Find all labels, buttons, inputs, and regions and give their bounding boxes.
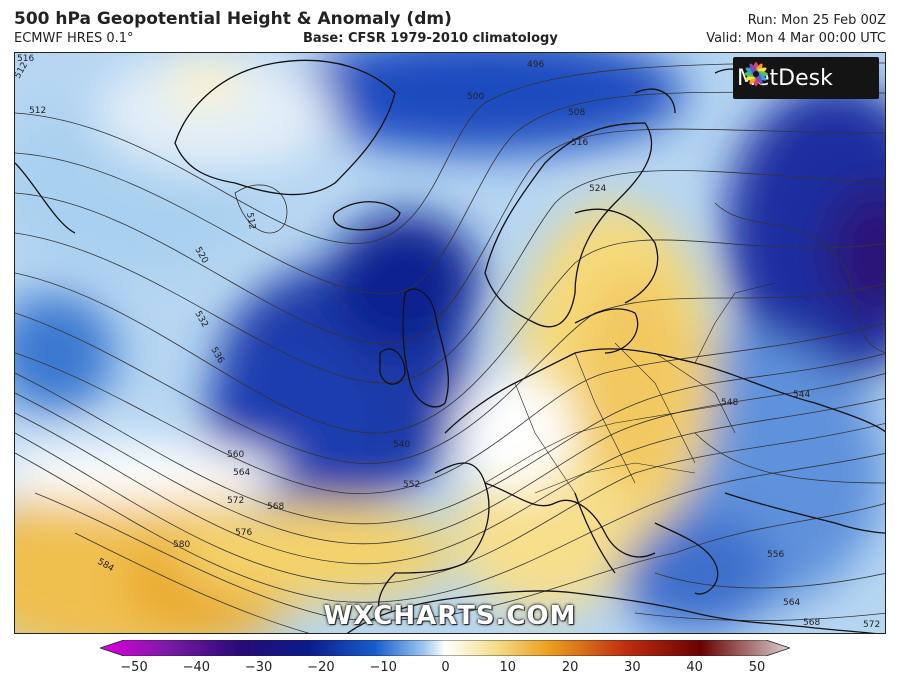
color-scale-tick-label: 30: [624, 660, 641, 675]
metdesk-logo: MetDesk: [733, 57, 879, 99]
svg-text:496: 496: [527, 60, 544, 70]
svg-text:548: 548: [721, 398, 738, 408]
svg-text:552: 552: [403, 480, 420, 490]
svg-text:512: 512: [244, 212, 257, 231]
svg-text:572: 572: [227, 496, 244, 506]
color-scale-tick-label: −50: [120, 660, 148, 675]
svg-text:564: 564: [783, 598, 800, 608]
country-borders: [484, 282, 776, 494]
color-scale-tick-label: 40: [686, 660, 703, 675]
anomaly-field: [15, 53, 885, 633]
svg-text:568: 568: [267, 502, 284, 512]
color-scale-tick-label: −40: [182, 660, 211, 675]
svg-text:576: 576: [235, 528, 252, 538]
anomaly-map[interactable]: 496 500 508 516 512 512 512 516 524 520 …: [14, 52, 886, 634]
color-scale-tick-label: 20: [561, 660, 579, 675]
coastlines: [15, 59, 885, 633]
svg-text:580: 580: [173, 540, 190, 550]
height-contours: [15, 62, 885, 633]
color-scale-tick-label: 0: [441, 660, 450, 675]
svg-text:560: 560: [227, 450, 244, 460]
valid-time-label: Valid: Mon 4 Mar 00:00 UTC: [706, 31, 886, 46]
svg-text:540: 540: [393, 440, 410, 450]
color-scale-bar: [100, 640, 790, 656]
wxcharts-watermark: WXCHARTS.COM: [323, 601, 577, 631]
svg-text:516: 516: [571, 138, 588, 148]
run-time-label: Run: Mon 25 Feb 00Z: [747, 13, 886, 28]
svg-text:572: 572: [863, 620, 880, 630]
svg-text:500: 500: [467, 92, 484, 102]
color-scale-tick-label: 10: [499, 660, 517, 675]
svg-text:544: 544: [793, 390, 810, 400]
metdesk-logo-icon: [744, 62, 768, 86]
color-scale-tick-label: −30: [244, 660, 273, 675]
map-canvas: 496 500 508 516 512 512 512 516 524 520 …: [15, 53, 885, 633]
color-scale-tick-label: 50: [748, 660, 766, 675]
svg-text:508: 508: [568, 108, 585, 118]
svg-text:556: 556: [767, 550, 784, 560]
color-scale-tick-label: −10: [369, 660, 397, 675]
chart-title: 500 hPa Geopotential Height & Anomaly (d…: [14, 9, 452, 29]
svg-text:524: 524: [589, 184, 606, 194]
svg-text:568: 568: [803, 618, 820, 628]
color-scale-tick-label: −20: [307, 660, 335, 675]
svg-text:512: 512: [29, 106, 46, 116]
svg-text:516: 516: [17, 54, 34, 64]
climatology-base-label: Base: CFSR 1979-2010 climatology: [303, 31, 558, 46]
model-label: ECMWF HRES 0.1°: [14, 31, 134, 46]
svg-text:564: 564: [233, 468, 250, 478]
